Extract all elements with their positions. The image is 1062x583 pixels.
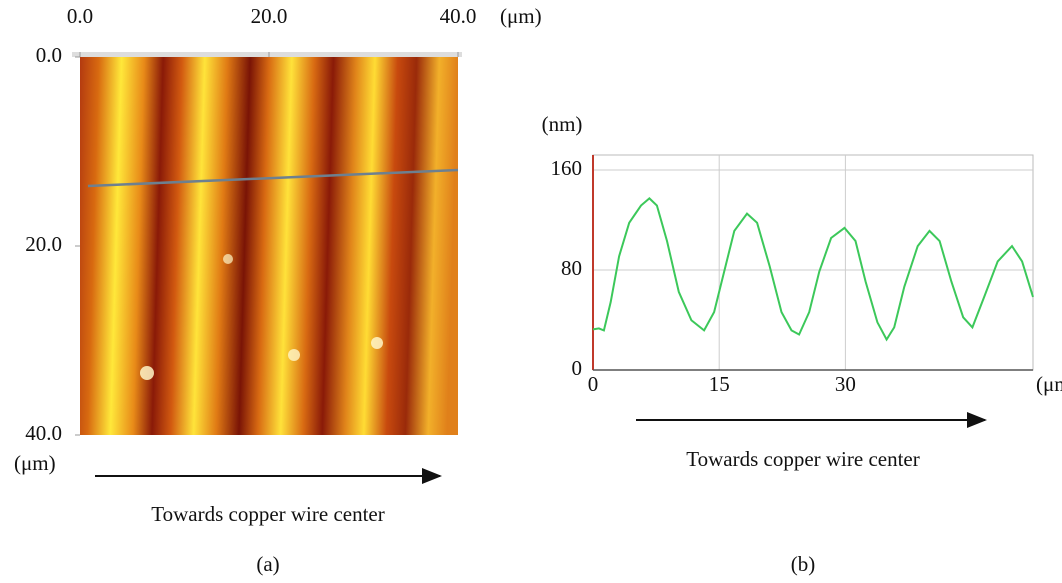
x-tick-label: 0 — [588, 372, 599, 396]
y-tick-label: 20.0 — [25, 232, 62, 256]
caption: (a) — [256, 552, 279, 576]
x-tick-label: 15 — [709, 372, 730, 396]
x-tick-label: 30 — [835, 372, 856, 396]
afm-image — [80, 57, 458, 435]
annotation: Towards copper wire center — [686, 447, 920, 471]
x-tick-label: 20.0 — [251, 4, 288, 28]
y-tick-label: 0 — [572, 356, 583, 380]
bright-spot — [288, 349, 300, 361]
x-tick-label: 40.0 — [440, 4, 477, 28]
x-tick-label: 0.0 — [67, 4, 93, 28]
x-axis-label: (μm) — [1036, 372, 1062, 396]
x-unit: (μm) — [500, 4, 542, 28]
y-tick-label: 80 — [561, 256, 582, 280]
profile-line — [87, 168, 459, 188]
y-unit: (μm) — [14, 451, 56, 475]
bright-spot — [371, 337, 383, 349]
annotation: Towards copper wire center — [151, 502, 385, 526]
y-tick-label: 160 — [551, 156, 583, 180]
y-tick-label: 40.0 — [25, 421, 62, 445]
bright-spot — [223, 254, 233, 264]
profile-line — [592, 197, 1034, 342]
plot-area — [592, 154, 1034, 371]
image-border — [72, 52, 462, 57]
caption: (b) — [791, 552, 816, 576]
y-axis-label: (nm) — [542, 112, 583, 136]
y-tick-label: 0.0 — [36, 43, 62, 67]
bright-spot — [140, 366, 154, 380]
